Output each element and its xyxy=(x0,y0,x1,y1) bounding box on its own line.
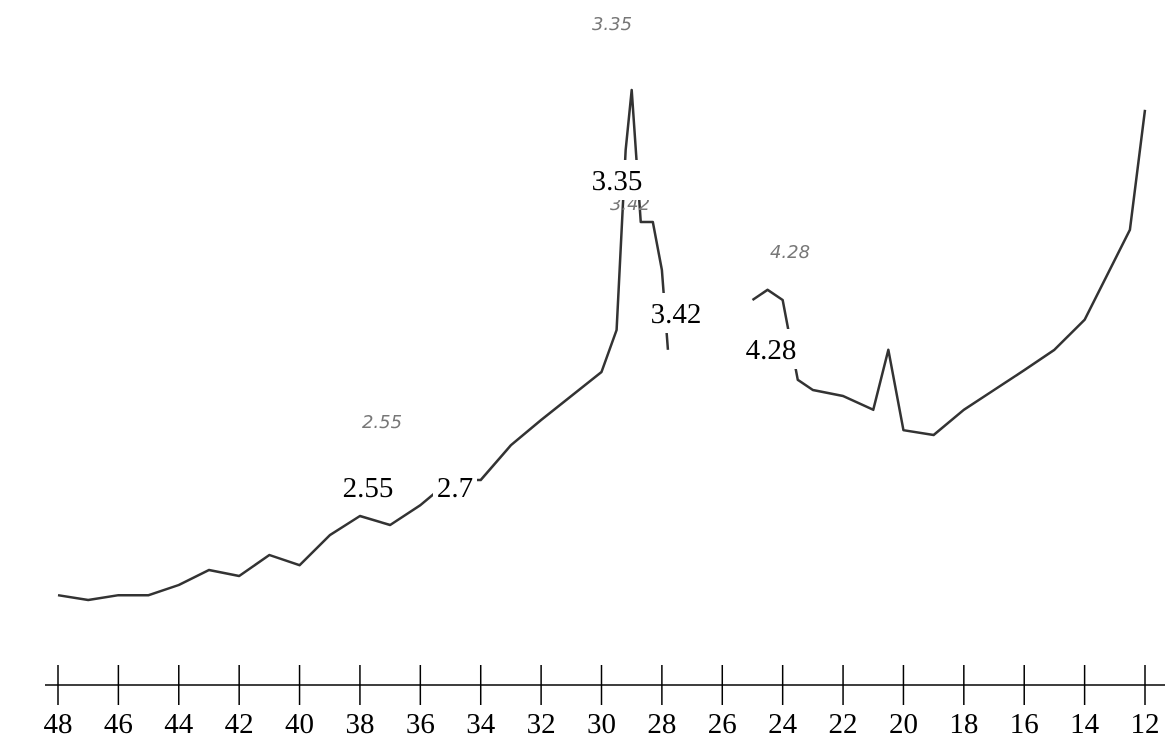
x-tick-label: 12 xyxy=(1131,708,1160,740)
x-tick-label: 36 xyxy=(406,708,435,740)
x-tick-label: 34 xyxy=(466,708,496,740)
x-tick-label: 46 xyxy=(104,708,133,740)
x-tick-label: 18 xyxy=(949,708,978,740)
x-tick-label: 16 xyxy=(1010,708,1039,740)
x-tick-label: 28 xyxy=(647,708,676,740)
annotation: 4.28 xyxy=(746,334,797,366)
x-tick-label: 40 xyxy=(285,708,314,740)
x-tick-label: 42 xyxy=(225,708,254,740)
label-box xyxy=(333,467,403,507)
label-box xyxy=(641,293,711,333)
x-tick-label: 48 xyxy=(44,708,73,740)
annotation: 3.35 xyxy=(592,165,643,197)
annotation: 2.55 xyxy=(343,472,394,504)
label-box xyxy=(582,160,652,200)
annotation: 2.7 xyxy=(437,472,473,504)
handwritten-label: 3.35 xyxy=(592,14,632,35)
x-tick-label: 26 xyxy=(708,708,737,740)
annotation: 3.42 xyxy=(651,298,702,330)
label-box xyxy=(736,329,806,369)
x-tick-label: 20 xyxy=(889,708,918,740)
x-tick-label: 32 xyxy=(527,708,556,740)
x-tick-label: 22 xyxy=(829,708,858,740)
trace xyxy=(751,109,1147,437)
x-tick-label: 44 xyxy=(164,708,194,740)
x-tick-label: 38 xyxy=(345,708,374,740)
x-tick-label: 14 xyxy=(1070,708,1100,740)
trace xyxy=(57,88,670,602)
x-tick-label: 24 xyxy=(768,708,798,740)
x-tick-label: 30 xyxy=(587,708,616,740)
label-box xyxy=(433,467,477,507)
handwritten-label: 2.55 xyxy=(362,412,402,433)
handwritten-label: 4.28 xyxy=(770,242,810,263)
